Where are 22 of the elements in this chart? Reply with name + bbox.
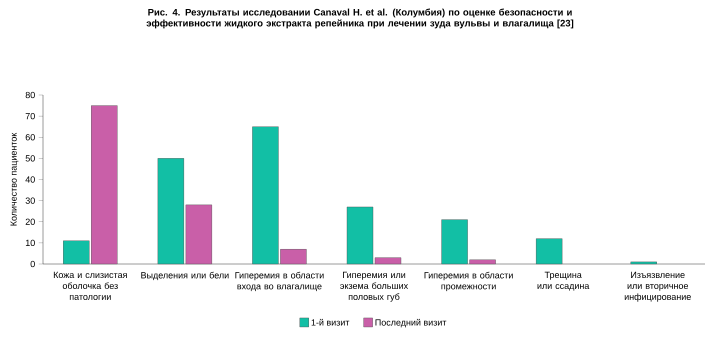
x-tick-label: Трещина или ссадина [538,272,590,291]
x-tick-label: Выделения или бели [141,272,229,280]
legend-label: 1-й визит [312,318,350,326]
y-tick-label: 10 [26,240,35,246]
y-tick-label: 70 [26,112,35,120]
x-tick-label: Кожа и слизистая оболочка без патологии [54,272,127,300]
y-tick-label: 40 [25,176,35,183]
x-tick-label: Гиперемия или экзема больших половых губ [340,272,408,302]
x-tick-label: Гиперемия в области промежности [424,272,513,292]
legend-label: Последний визит [376,318,446,328]
bar [536,238,562,264]
y-tick-label: 50 [26,155,35,162]
y-axis-title: Количество пациенток [10,132,18,226]
x-tick-label: Изъязвление или вторичное инфицирование [624,272,691,302]
y-tick-label: 30 [26,197,35,204]
y-tick-label: 0 [30,260,35,268]
y-tick-label: 80 [26,92,35,98]
chart-title: Рис. 4. Результаты исследовании Canaval H. et al. (Колумбия) по оценке безопасности и эффективности жидкого экстракта репейника при лечении зуда вульвы и влагалища [23] [146,8,574,28]
y-tick-label: 60 [26,134,35,140]
x-tick-label: Гиперемия в области входа во влагалище [235,272,324,292]
bar [630,262,657,264]
y-tick-label: 20 [26,218,35,225]
